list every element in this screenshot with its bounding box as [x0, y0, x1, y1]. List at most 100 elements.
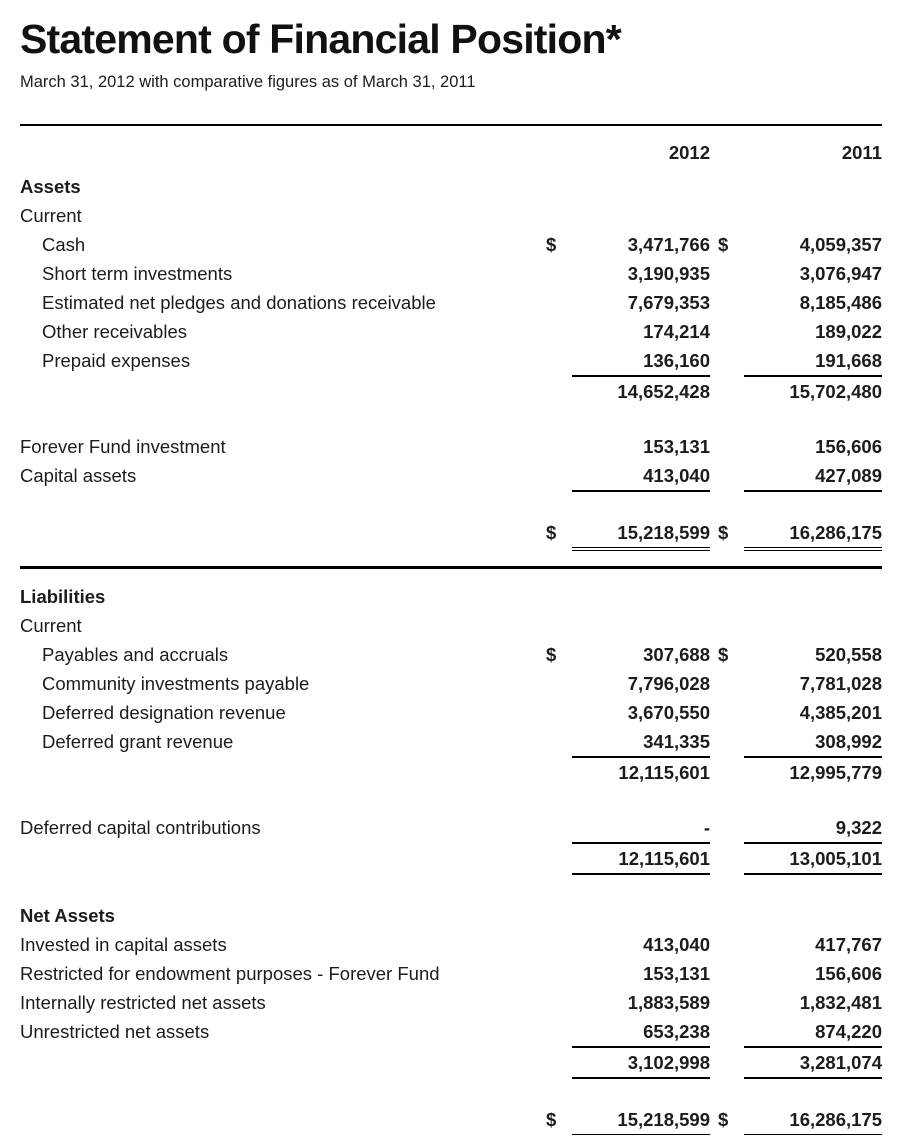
section-divider	[20, 566, 882, 569]
value-2011: 156,606	[815, 436, 882, 457]
value-2011: 189,022	[815, 321, 882, 342]
top-rule	[20, 124, 882, 126]
statement-row: Invested in capital assets 413,040 417,767	[20, 930, 882, 959]
value-2012: 12,115,601	[618, 762, 710, 783]
statement-row: Payables and accruals $307,688 $520,558	[20, 640, 882, 669]
value-2012: 15,218,599	[572, 1105, 710, 1136]
section-heading-row: Net Assets	[20, 901, 882, 930]
value-2012: 413,040	[643, 934, 710, 955]
value-2011: 417,767	[815, 934, 882, 955]
section-heading-row: Assets	[20, 172, 882, 201]
statement-row: Other receivables 174,214 189,022	[20, 317, 882, 346]
row-label: Invested in capital assets	[20, 934, 227, 955]
row-spacer	[20, 787, 882, 813]
row-label: Forever Fund investment	[20, 436, 226, 457]
statement-row: Estimated net pledges and donations rece…	[20, 288, 882, 317]
value-2011: 3,281,074	[744, 1048, 882, 1079]
value-2012: 307,688	[643, 644, 710, 665]
value-2012: 1,883,589	[627, 992, 710, 1013]
value-2011: 16,286,175	[744, 518, 882, 551]
value-2011: 12,995,779	[789, 762, 882, 783]
value-2012: 136,160	[572, 346, 710, 377]
row-spacer	[20, 492, 882, 518]
statement-row: Forever Fund investment 153,131 156,606	[20, 432, 882, 461]
value-2011: 4,385,201	[799, 702, 882, 723]
value-2011: 9,322	[744, 813, 882, 844]
value-2011: 7,781,028	[799, 673, 882, 694]
column-header-2012: 2012	[668, 142, 710, 163]
statement-row: Cash $3,471,766 $4,059,357	[20, 230, 882, 259]
statement-row: $15,218,599 $16,286,175	[20, 1105, 882, 1136]
dollar-sign: $	[718, 522, 729, 543]
statement-row: 3,102,998 3,281,074	[20, 1048, 882, 1079]
statement-row: 12,115,601 13,005,101	[20, 844, 882, 875]
row-label: Deferred designation revenue	[42, 702, 286, 723]
section-heading-row: Liabilities	[20, 582, 882, 611]
value-2011: 520,558	[815, 644, 882, 665]
row-label: Deferred capital contributions	[20, 817, 261, 838]
statement-row: Unrestricted net assets 653,238 874,220	[20, 1017, 882, 1048]
value-2012: 653,238	[572, 1017, 710, 1048]
dollar-sign: $	[718, 644, 729, 665]
row-label: Prepaid expenses	[42, 350, 191, 371]
value-2012: 153,131	[643, 963, 710, 984]
value-2012: 3,102,998	[572, 1048, 710, 1079]
value-2011: 3,076,947	[799, 263, 882, 284]
row-label: Deferred grant revenue	[42, 731, 234, 752]
value-2012: -	[572, 813, 710, 844]
value-2012: 7,796,028	[627, 673, 710, 694]
statement-body: Assets Current Cash $3,471,766 $4,059,357 Sho…	[20, 172, 882, 1136]
statement-row: 14,652,428 15,702,480	[20, 377, 882, 406]
row-spacer	[20, 1079, 882, 1105]
value-2012: 3,471,766	[627, 234, 710, 255]
dollar-sign: $	[718, 1109, 729, 1130]
subheading-row: Current	[20, 611, 882, 640]
value-2012: 174,214	[643, 321, 710, 342]
row-label: Current	[20, 205, 82, 226]
statement-row: Deferred designation revenue 3,670,550 4,3…	[20, 698, 882, 727]
value-2011: 427,089	[744, 461, 882, 492]
row-spacer	[20, 406, 882, 432]
row-label: Cash	[42, 234, 86, 255]
value-2012: 7,679,353	[627, 292, 710, 313]
value-2011: 16,286,175	[744, 1105, 882, 1136]
statement-row: Deferred grant revenue 341,335 308,992	[20, 727, 882, 758]
row-label: Community investments payable	[42, 673, 310, 694]
page-subtitle: March 31, 2012 with comparative figures …	[20, 73, 476, 91]
value-2011: 4,059,357	[799, 234, 882, 255]
value-2012: 14,652,428	[617, 381, 710, 402]
subheading-row: Current	[20, 201, 882, 230]
row-label: Restricted for endowment purposes - Fore…	[20, 963, 440, 984]
value-2011: 308,992	[744, 727, 882, 758]
statement-row: Deferred capital contributions - 9,322	[20, 813, 882, 844]
dollar-sign: $	[546, 644, 557, 665]
row-label: Unrestricted net assets	[20, 1021, 210, 1042]
page-title: Statement of Financial Position*	[20, 16, 622, 62]
value-2011: 13,005,101	[744, 844, 882, 875]
statement-row: Short term investments 3,190,935 3,076,947	[20, 259, 882, 288]
row-label: Assets	[20, 176, 81, 197]
row-label: Current	[20, 615, 82, 636]
value-2012: 3,190,935	[627, 263, 710, 284]
row-label: Other receivables	[42, 321, 187, 342]
statement-row: $15,218,599 $16,286,175	[20, 518, 882, 551]
value-2012: 15,218,599	[572, 518, 710, 551]
row-label: Internally restricted net assets	[20, 992, 266, 1013]
value-2011: 8,185,486	[799, 292, 882, 313]
value-2011: 15,702,480	[789, 381, 882, 402]
value-2012: 341,335	[572, 727, 710, 758]
statement-row: 12,115,601 12,995,779	[20, 758, 882, 787]
dollar-sign: $	[546, 234, 557, 255]
row-label: Payables and accruals	[42, 644, 229, 665]
value-2011: 874,220	[744, 1017, 882, 1048]
value-2012: 153,131	[643, 436, 710, 457]
value-2011: 156,606	[815, 963, 882, 984]
column-header-row: 2012 2011	[20, 138, 882, 167]
row-label: Liabilities	[20, 586, 106, 607]
row-label: Net Assets	[20, 905, 115, 926]
dollar-sign: $	[546, 1109, 557, 1130]
value-2012: 3,670,550	[627, 702, 710, 723]
row-spacer	[20, 875, 882, 901]
dollar-sign: $	[718, 234, 729, 255]
